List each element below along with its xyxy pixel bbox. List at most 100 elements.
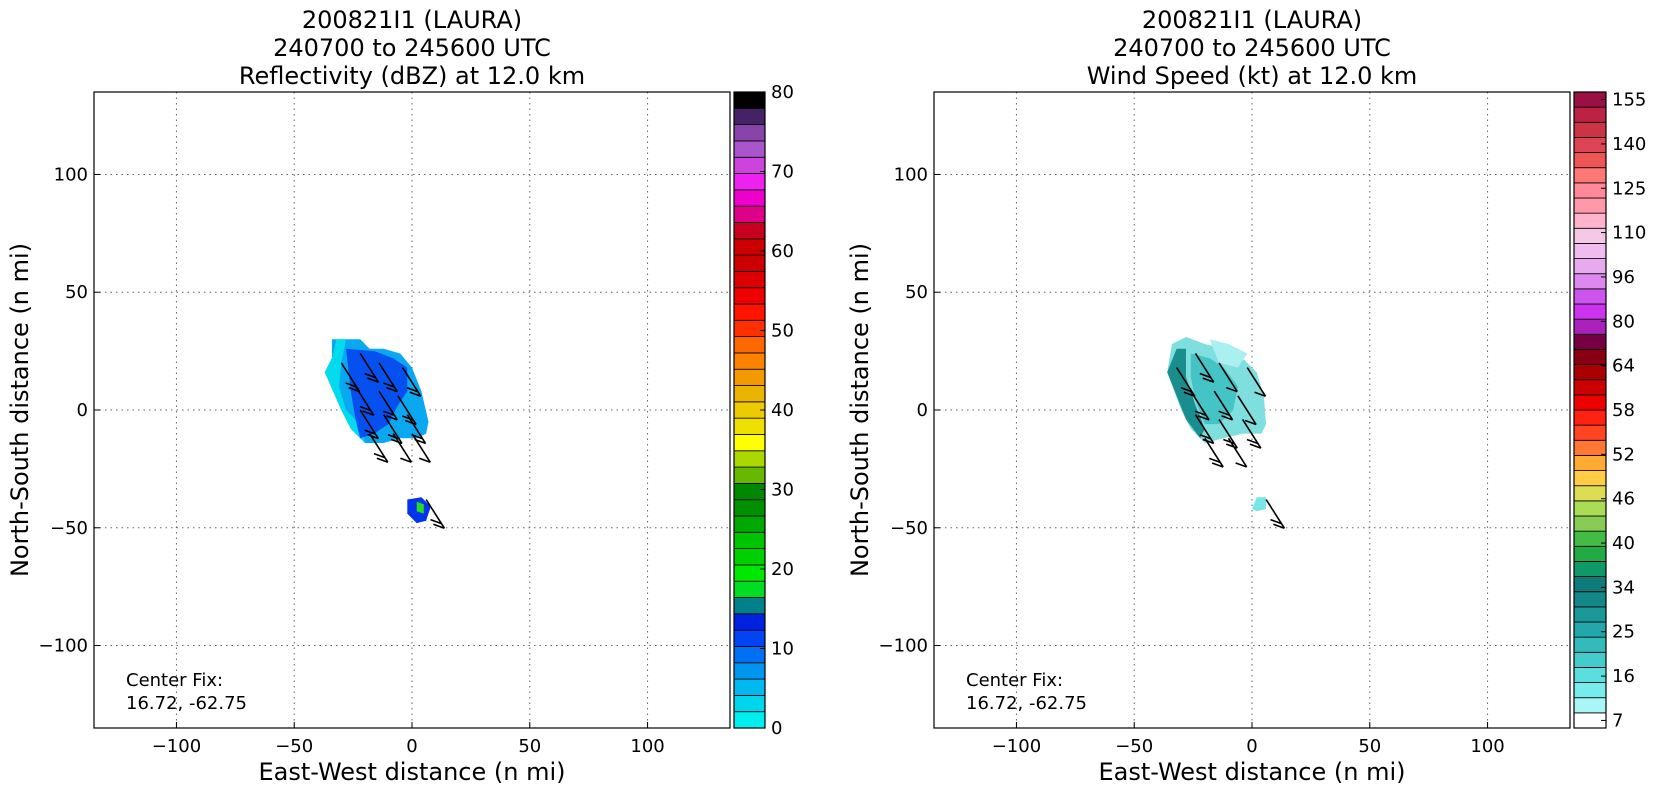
colorbar-tick-label: 80 bbox=[1612, 311, 1635, 332]
colorbar-tick-label: 34 bbox=[1612, 577, 1635, 598]
wind-barb-shaft bbox=[1227, 437, 1248, 468]
colorbar-swatch bbox=[733, 450, 766, 468]
wind-barb-flag bbox=[386, 386, 398, 393]
colorbar-tick-label: 125 bbox=[1612, 178, 1646, 199]
colorbar-swatch bbox=[1573, 697, 1607, 714]
colorbar-swatch bbox=[1573, 561, 1607, 577]
wind-barb-flag bbox=[383, 410, 395, 417]
wind-barb-flag bbox=[1244, 419, 1257, 426]
echo-region-south-core bbox=[416, 501, 424, 514]
colorbar-swatch bbox=[1573, 303, 1607, 320]
wind-barb-flag bbox=[401, 415, 414, 421]
x-tick-label: −100 bbox=[152, 736, 201, 757]
wind-barb-flag bbox=[364, 372, 376, 379]
x-tick-label: −50 bbox=[1115, 736, 1153, 757]
colorbar-swatch bbox=[733, 417, 766, 435]
colorbar-swatch bbox=[733, 711, 766, 729]
colorbar-tick-label: 96 bbox=[1612, 267, 1635, 288]
colorbar-swatch bbox=[733, 548, 766, 566]
wind-barb-flag bbox=[1202, 438, 1214, 445]
y-tick-label: 100 bbox=[54, 164, 88, 185]
colorbar-swatch bbox=[733, 564, 766, 582]
colorbar-swatch bbox=[1573, 121, 1607, 138]
colorbar-swatch bbox=[733, 385, 766, 403]
wind-barb bbox=[1204, 437, 1224, 468]
colorbar-swatch bbox=[733, 319, 766, 338]
wind-barb-shaft bbox=[1237, 395, 1257, 425]
wind-barb-flag bbox=[409, 391, 422, 398]
colorbar-tick-label: 46 bbox=[1612, 489, 1635, 510]
x-tick-label: 0 bbox=[1246, 736, 1257, 757]
wind-barb-flag bbox=[359, 405, 372, 412]
colorbar-tick-label: 40 bbox=[771, 400, 794, 421]
colorbar-swatch bbox=[1573, 606, 1607, 623]
colorbar-tick-label: 58 bbox=[1612, 400, 1635, 421]
wind-barb bbox=[397, 395, 417, 426]
wind-barb-flag bbox=[433, 523, 445, 529]
x-tick-label: 100 bbox=[1470, 736, 1504, 757]
colorbar-swatch bbox=[1573, 591, 1607, 608]
colorbar-swatch bbox=[733, 499, 766, 517]
colorbar-swatch bbox=[733, 336, 766, 354]
x-axis-label: East-West distance (n mi) bbox=[258, 758, 565, 786]
wind-barb-flag bbox=[1180, 386, 1193, 393]
wind-barb-shaft bbox=[411, 433, 431, 463]
colorbar-swatch bbox=[733, 531, 766, 550]
colorbar-tick-label: 52 bbox=[1612, 444, 1635, 465]
wind-barb-flag bbox=[1194, 410, 1207, 417]
wind-barb-shaft bbox=[1218, 362, 1238, 393]
x-tick-label: −100 bbox=[992, 736, 1041, 757]
colorbar-swatch bbox=[733, 222, 766, 240]
center-fix-annotation: Center Fix: bbox=[126, 670, 223, 691]
y-tick-label: 50 bbox=[905, 282, 928, 303]
wind-barb bbox=[1241, 418, 1262, 449]
y-axis-label: North-South distance (n mi) bbox=[846, 243, 874, 577]
wind-barb bbox=[1227, 437, 1248, 468]
y-tick-label: 0 bbox=[77, 400, 88, 421]
colorbar-tick-label: 25 bbox=[1612, 622, 1635, 643]
colorbar-tick-label: 50 bbox=[771, 321, 794, 342]
colorbar-swatch bbox=[1573, 212, 1607, 229]
wind-barb bbox=[1265, 499, 1286, 529]
echo-region-main-mid bbox=[1190, 353, 1238, 425]
colorbar-tick-label: 20 bbox=[771, 559, 794, 580]
wind-barb-flag bbox=[373, 452, 386, 459]
center-fix-annotation: Center Fix: bbox=[966, 670, 1063, 691]
colorbar-swatch bbox=[1573, 243, 1607, 259]
colorbar-swatch bbox=[1573, 545, 1607, 562]
colorbar-swatch bbox=[1573, 364, 1607, 381]
colorbar-swatch bbox=[1573, 621, 1607, 638]
chart-title-line: 240700 to 245600 UTC bbox=[1113, 34, 1391, 62]
colorbar-tick-label: 70 bbox=[771, 162, 794, 183]
wind-barb-flag bbox=[1199, 434, 1212, 440]
colorbar-swatch bbox=[733, 238, 766, 256]
colorbar-swatch bbox=[733, 205, 766, 223]
colorbar-swatch bbox=[733, 91, 766, 109]
echo-region-main-core bbox=[346, 348, 408, 439]
colorbar-swatch bbox=[733, 189, 766, 207]
colorbar-swatch bbox=[733, 254, 766, 272]
y-tick-label: −50 bbox=[50, 518, 88, 539]
colorbar-swatch bbox=[733, 270, 766, 289]
colorbar-swatch bbox=[1573, 424, 1607, 441]
wind-barb-shaft bbox=[1246, 367, 1267, 397]
wind-barb bbox=[1213, 390, 1234, 421]
colorbar-tick-label: 0 bbox=[771, 718, 782, 739]
colorbar-swatch bbox=[733, 466, 766, 484]
wind-barb-flag bbox=[1226, 443, 1238, 449]
wind-barb-flag bbox=[1202, 377, 1214, 383]
wind-barb-flag bbox=[406, 386, 419, 393]
colorbar-swatch bbox=[733, 597, 766, 615]
colorbar-swatch bbox=[733, 140, 766, 158]
colorbar-swatch bbox=[1573, 106, 1607, 123]
y-tick-label: −50 bbox=[890, 518, 928, 539]
x-tick-label: 50 bbox=[1358, 736, 1381, 757]
colorbar-swatch bbox=[733, 434, 766, 452]
colorbar-swatch bbox=[1573, 439, 1607, 456]
wind-barb-flag bbox=[1226, 386, 1238, 393]
wind-barb-flag bbox=[1223, 438, 1235, 445]
colorbar-swatch bbox=[733, 482, 766, 501]
colorbar-tick-label: 155 bbox=[1612, 90, 1646, 111]
wind-barb bbox=[401, 367, 422, 398]
